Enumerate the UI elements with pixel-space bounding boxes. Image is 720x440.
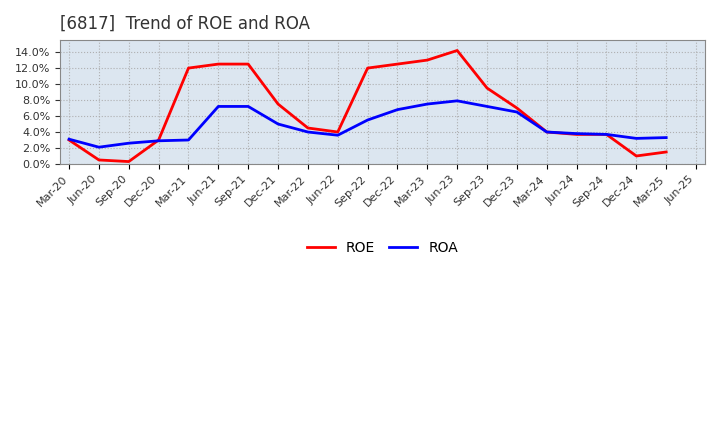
ROA [662, 135, 670, 140]
ROE [453, 48, 462, 53]
ROE [125, 159, 133, 164]
ROA [482, 104, 491, 109]
ROA [632, 136, 641, 141]
ROE [65, 137, 73, 143]
Line: ROA: ROA [69, 101, 666, 147]
ROA [65, 136, 73, 142]
ROE [333, 129, 342, 135]
ROE [94, 158, 103, 163]
ROE [662, 149, 670, 154]
ROE [482, 85, 491, 91]
ROE [184, 66, 193, 71]
ROA [364, 117, 372, 123]
ROE [542, 129, 551, 135]
ROA [333, 132, 342, 138]
ROA [602, 132, 611, 137]
ROE [393, 62, 402, 67]
ROE [304, 125, 312, 131]
ROE [423, 58, 432, 63]
ROA [572, 131, 581, 136]
ROE [572, 132, 581, 137]
ROA [453, 98, 462, 103]
ROE [244, 62, 253, 67]
Legend: ROE, ROA: ROE, ROA [302, 235, 464, 260]
ROE [154, 137, 163, 143]
Text: [6817]  Trend of ROE and ROA: [6817] Trend of ROE and ROA [60, 15, 310, 33]
ROE [513, 106, 521, 111]
ROA [244, 104, 253, 109]
Line: ROE: ROE [69, 51, 666, 161]
ROA [513, 110, 521, 115]
ROA [542, 129, 551, 135]
ROE [214, 62, 222, 67]
ROE [364, 66, 372, 71]
ROA [125, 140, 133, 146]
ROA [94, 145, 103, 150]
ROA [184, 137, 193, 143]
ROA [274, 121, 282, 127]
ROA [423, 101, 432, 106]
ROE [632, 153, 641, 158]
ROA [154, 138, 163, 143]
ROA [393, 107, 402, 112]
ROE [274, 101, 282, 106]
ROA [214, 104, 222, 109]
ROE [602, 132, 611, 137]
ROA [304, 129, 312, 135]
